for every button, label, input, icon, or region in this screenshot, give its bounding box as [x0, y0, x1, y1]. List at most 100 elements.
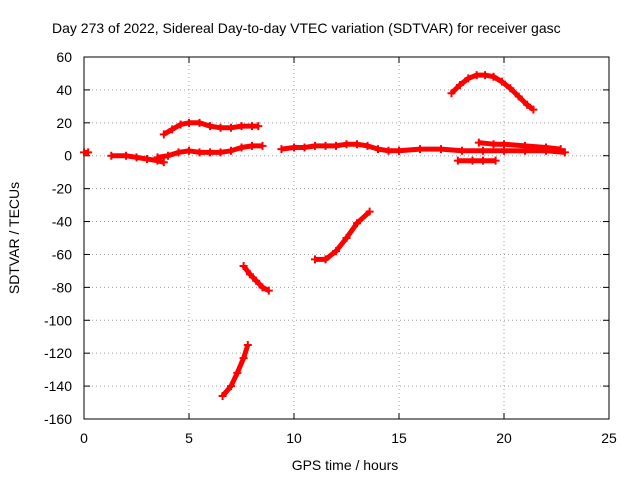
data-point	[332, 247, 340, 256]
data-point	[159, 158, 168, 167]
plot-frame	[83, 56, 610, 420]
data-point	[174, 148, 183, 157]
data-point	[258, 141, 267, 150]
y-axis-label: SDTVAR / TECUs	[6, 182, 22, 294]
data-point	[479, 146, 487, 155]
data-point	[479, 156, 487, 165]
data-point	[164, 151, 172, 160]
data-point	[556, 145, 565, 154]
data-point	[447, 89, 456, 98]
y-tick-label: 60	[56, 49, 72, 65]
data-point	[264, 286, 273, 295]
data-point	[506, 84, 515, 93]
data-point	[542, 143, 550, 152]
series-arc-c	[153, 141, 267, 162]
data-point	[206, 148, 214, 157]
series-arc-b	[107, 151, 168, 167]
data-point	[206, 122, 214, 131]
series-arc-k	[447, 71, 538, 114]
data-point	[153, 153, 162, 162]
data-point	[489, 140, 498, 149]
data-point	[290, 143, 298, 152]
data-point	[353, 219, 361, 228]
y-tick-label: -20	[52, 181, 72, 197]
series-arc-d	[159, 118, 263, 139]
data-point	[132, 153, 141, 162]
x-tick-label: 20	[496, 430, 512, 446]
data-point	[237, 143, 246, 152]
data-series	[80, 71, 569, 400]
data-point	[143, 155, 151, 164]
data-point	[252, 276, 261, 285]
series-arc-i	[395, 145, 569, 157]
series-arc-a	[80, 148, 93, 157]
series-arc-f	[239, 261, 273, 295]
series-arc-j	[474, 138, 565, 154]
data-point	[107, 151, 116, 160]
data-point	[500, 140, 508, 149]
x-tick-label: 5	[185, 430, 193, 446]
data-point	[560, 148, 569, 157]
data-point	[216, 148, 225, 157]
data-point	[521, 141, 529, 150]
data-point	[468, 156, 477, 165]
x-tick-label: 0	[80, 430, 88, 446]
data-point	[514, 92, 523, 101]
y-tick-label: -140	[44, 378, 72, 394]
x-tick-label: 10	[286, 430, 302, 446]
series-line	[315, 209, 372, 262]
data-point	[523, 100, 532, 109]
data-point	[122, 151, 130, 160]
data-point	[491, 156, 500, 165]
data-point	[185, 146, 193, 155]
data-point	[258, 283, 267, 292]
y-tick-label: 40	[56, 82, 72, 98]
y-tick-label: -120	[44, 345, 72, 361]
data-point	[243, 340, 252, 349]
series-arc-e	[218, 340, 252, 400]
data-point	[453, 156, 462, 165]
data-point	[176, 120, 185, 129]
chart-title: Day 273 of 2022, Sidereal Day-to-day VTE…	[52, 20, 561, 36]
data-point	[437, 145, 445, 154]
series-arc-g	[277, 140, 403, 155]
data-point	[195, 148, 204, 157]
data-point	[245, 270, 254, 279]
data-point	[254, 122, 263, 131]
y-tick-label: 0	[64, 148, 72, 164]
y-tick-label: -40	[52, 214, 72, 230]
data-point	[237, 122, 246, 131]
data-point	[227, 382, 235, 391]
data-point	[239, 354, 248, 363]
data-point	[332, 141, 340, 150]
data-point	[84, 148, 93, 157]
data-point	[342, 140, 351, 149]
data-point	[472, 71, 481, 80]
y-tick-label: -60	[52, 246, 72, 262]
data-point	[239, 261, 248, 270]
data-point	[464, 74, 473, 83]
series-line	[220, 344, 251, 398]
data-point	[233, 368, 242, 377]
data-point	[277, 145, 286, 154]
y-tick-label: -160	[44, 411, 72, 427]
data-point	[458, 146, 466, 155]
x-tick-label: 15	[391, 430, 407, 446]
data-point	[168, 125, 177, 134]
data-point	[321, 141, 330, 150]
data-point	[384, 146, 393, 155]
data-point	[218, 391, 227, 400]
data-point	[248, 141, 256, 150]
data-point	[365, 207, 374, 216]
data-point	[529, 105, 538, 114]
data-point	[227, 123, 235, 132]
data-point	[159, 130, 168, 139]
data-point	[489, 72, 498, 81]
data-point	[185, 118, 193, 127]
y-tick-label: -100	[44, 312, 72, 328]
data-point	[311, 141, 319, 150]
data-point	[455, 80, 464, 89]
data-point	[497, 77, 506, 86]
data-point	[195, 118, 204, 127]
